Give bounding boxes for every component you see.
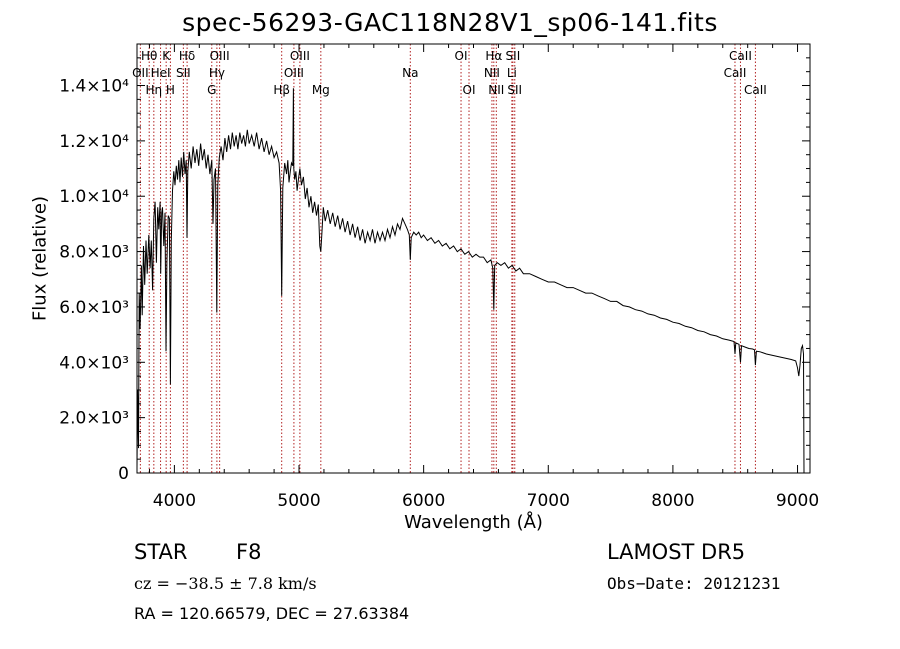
- spectrum-line: [136, 88, 805, 474]
- y-tick-label: 8.0×10³: [59, 243, 129, 263]
- x-axis-label: Wavelength (Å): [404, 512, 543, 533]
- y-tick-label: 1.2×10⁴: [59, 132, 129, 152]
- line-label: Hγ: [209, 66, 225, 80]
- line-label: SII: [506, 49, 521, 63]
- object-class: STAR: [134, 540, 188, 564]
- line-label: OIII: [210, 49, 230, 63]
- line-label: Hβ: [273, 83, 290, 97]
- y-axis-label: Flux (relative): [29, 195, 51, 322]
- x-tick-label: 7000: [527, 491, 570, 511]
- line-label: CaII: [744, 83, 767, 97]
- x-tick-label: 9000: [776, 491, 819, 511]
- line-label: OIII: [284, 66, 304, 80]
- line-label: NII: [484, 66, 500, 80]
- y-tick-label: 4.0×10³: [59, 353, 129, 373]
- line-label: SII: [176, 66, 191, 80]
- x-tick-label: 4000: [153, 491, 196, 511]
- x-tick-label: 8000: [651, 491, 694, 511]
- line-label: Na: [402, 66, 418, 80]
- y-tick-label: 6.0×10³: [59, 298, 129, 318]
- plot-frame: [136, 43, 811, 474]
- line-label: OI: [463, 83, 476, 97]
- observation-date: Obs−Date: 20121231: [607, 574, 781, 593]
- line-label: CaII: [724, 66, 747, 80]
- coordinates-info: RA = 120.66579, DEC = 27.63384: [134, 604, 410, 623]
- y-tick-label: 2.0×10³: [59, 409, 129, 429]
- x-axis: 4000 5000 6000 7000 8000 9000: [148, 44, 819, 511]
- line-label: OI: [455, 49, 468, 63]
- x-tick-label: 5000: [277, 491, 320, 511]
- line-label: G: [207, 83, 216, 97]
- y-tick-label: 1.0×10⁴: [59, 187, 129, 207]
- line-label: Hα: [485, 49, 502, 63]
- emission-line-labels: OIIHθHηHeIKHSIIHδGHγOIIIHβOIIIOIIIMgNaOI…: [132, 49, 767, 97]
- line-label: Hη: [146, 83, 163, 97]
- y-axis: 0 2.0×10³ 4.0×10³ 6.0×10³ 8.0×10³ 1.0×10⁴ 1.2×…: [59, 57, 810, 484]
- line-label: NII: [488, 83, 504, 97]
- chart-title: spec-56293-GAC118N28V1_sp06-141.fits: [182, 8, 718, 37]
- survey-name: LAMOST DR5: [607, 540, 746, 564]
- line-label: OII: [132, 66, 149, 80]
- x-tick-label: 6000: [402, 491, 445, 511]
- line-label: Hδ: [179, 49, 195, 63]
- emission-line-markers: [139, 44, 756, 473]
- redshift-info: cz = −38.5 ± 7.8 km/s: [134, 574, 317, 593]
- line-label: K: [162, 49, 171, 63]
- line-label: Li: [507, 66, 517, 80]
- line-label: H: [166, 83, 175, 97]
- line-label: CaII: [729, 49, 752, 63]
- y-tick-label: 0: [118, 464, 129, 484]
- line-label: HeI: [151, 66, 171, 80]
- line-label: Hθ: [141, 49, 157, 63]
- line-label: SII: [507, 83, 522, 97]
- line-label: Mg: [312, 83, 330, 97]
- y-tick-label: 1.4×10⁴: [59, 77, 129, 97]
- object-subclass: F8: [236, 540, 262, 564]
- line-label: OIII: [290, 49, 310, 63]
